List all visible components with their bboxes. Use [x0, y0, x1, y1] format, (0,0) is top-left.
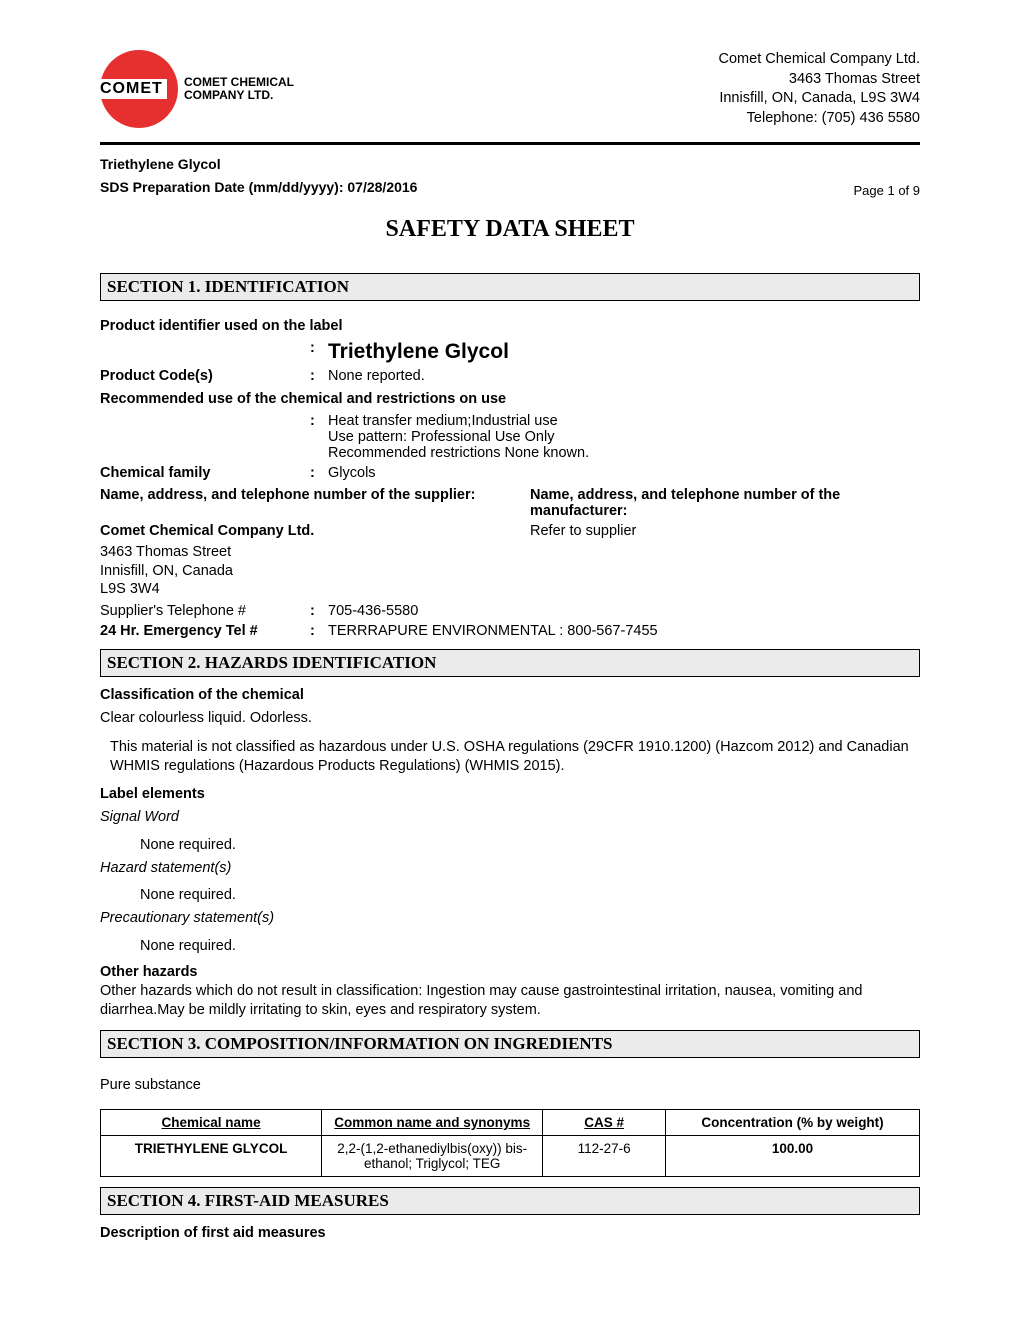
hazard-stmt-label: Hazard statement(s)	[100, 859, 920, 878]
product-codes-row: Product Code(s) : None reported.	[100, 368, 920, 384]
header-row: COMET COMET CHEMICAL COMPANY LTD. Comet …	[100, 50, 920, 128]
logo-stack-line2: COMPANY LTD.	[184, 89, 294, 102]
header-divider	[100, 142, 920, 145]
first-aid-desc-label: Description of first aid measures	[100, 1225, 920, 1241]
label-elements-heading: Label elements	[100, 786, 920, 802]
supplier-addr-l3: L9S 3W4	[100, 580, 920, 599]
logo-text-stack: COMET CHEMICAL COMPANY LTD.	[184, 76, 294, 102]
classification-label: Classification of the chemical	[100, 687, 920, 703]
supplier-tel-label: Supplier's Telephone #	[100, 603, 310, 619]
rec-use-l3: Recommended restrictions None known.	[328, 445, 920, 461]
table-row: TRIETHYLENE GLYCOL 2,2-(1,2-ethanediylbi…	[101, 1135, 920, 1176]
supplier-addr-l2: Innisfill, ON, Canada	[100, 562, 920, 581]
col-cas: CAS #	[584, 1115, 624, 1130]
subheader-row: Triethylene Glycol SDS Preparation Date …	[100, 153, 920, 198]
company-name: Comet Chemical Company Ltd.	[719, 50, 920, 70]
cell-name: TRIETHYLENE GLYCOL	[101, 1135, 322, 1176]
company-city: Innisfill, ON, Canada, L9S 3W4	[719, 89, 920, 109]
cell-syn: 2,2-(1,2-ethanediylbis(oxy)) bis-ethanol…	[322, 1135, 543, 1176]
emergency-tel-label: 24 Hr. Emergency Tel #	[100, 623, 310, 639]
manufacturer-heading: Name, address, and telephone number of t…	[530, 487, 920, 519]
appearance-text: Clear colourless liquid. Odorless.	[100, 709, 920, 728]
chemical-family-value: Glycols	[328, 465, 920, 481]
product-codes-label: Product Code(s)	[100, 368, 310, 384]
supplier-tel-value: 705-436-5580	[328, 603, 920, 619]
signal-word-value: None required.	[140, 837, 920, 853]
chemical-family-label: Chemical family	[100, 465, 310, 481]
section-4-heading: SECTION 4. FIRST-AID MEASURES	[100, 1187, 920, 1215]
page-container: COMET COMET CHEMICAL COMPANY LTD. Comet …	[0, 0, 1020, 1281]
emergency-tel-value: TERRRAPURE ENVIRONMENTAL : 800-567-7455	[328, 623, 920, 639]
section-3-intro: Pure substance	[100, 1076, 920, 1095]
recommended-use-value: Heat transfer medium;Industrial use Use …	[328, 413, 920, 461]
rec-use-l1: Heat transfer medium;Industrial use	[328, 413, 920, 429]
cell-conc: 100.00	[666, 1135, 920, 1176]
supplier-addr-l1: 3463 Thomas Street	[100, 543, 920, 562]
prep-date-line: SDS Preparation Date (mm/dd/yyyy): 07/28…	[100, 176, 417, 198]
signal-word-label: Signal Word	[100, 808, 920, 827]
col-chemical-name: Chemical name	[162, 1115, 261, 1130]
supplier-name: Comet Chemical Company Ltd.	[100, 523, 530, 539]
table-header-row: Chemical name Common name and synonyms C…	[101, 1109, 920, 1135]
emergency-tel-row: 24 Hr. Emergency Tel # : TERRRAPURE ENVI…	[100, 623, 920, 639]
hazard-stmt-value: None required.	[140, 887, 920, 903]
document-title: SAFETY DATA SHEET	[100, 216, 920, 243]
manufacturer-value: Refer to supplier	[530, 523, 920, 539]
supplier-manufacturer-headings: Name, address, and telephone number of t…	[100, 487, 920, 519]
supplier-tel-row: Supplier's Telephone # : 705-436-5580	[100, 603, 920, 619]
subheader-left: Triethylene Glycol SDS Preparation Date …	[100, 153, 417, 198]
section-3-heading: SECTION 3. COMPOSITION/INFORMATION ON IN…	[100, 1030, 920, 1058]
recommended-use-row: : Heat transfer medium;Industrial use Us…	[100, 413, 920, 461]
logo-bar-text: COMET	[96, 79, 167, 99]
recommended-use-label: Recommended use of the chemical and rest…	[100, 390, 920, 409]
company-phone: Telephone: (705) 436 5580	[719, 109, 920, 129]
other-hazards-label: Other hazards	[100, 964, 920, 980]
supplier-manufacturer-values: Comet Chemical Company Ltd. Refer to sup…	[100, 523, 920, 539]
rec-use-l2: Use pattern: Professional Use Only	[328, 429, 920, 445]
section-1-heading: SECTION 1. IDENTIFICATION	[100, 273, 920, 301]
cell-cas: 112-27-6	[543, 1135, 666, 1176]
logo-circle-icon: COMET	[100, 50, 178, 128]
company-street: 3463 Thomas Street	[719, 70, 920, 90]
supplier-address: 3463 Thomas Street Innisfill, ON, Canada…	[100, 543, 920, 600]
precaution-stmt-label: Precautionary statement(s)	[100, 909, 920, 928]
product-codes-value: None reported.	[328, 368, 920, 384]
company-address-block: Comet Chemical Company Ltd. 3463 Thomas …	[719, 50, 920, 128]
page-number: Page 1 of 9	[854, 183, 921, 198]
product-identifier-label: Product identifier used on the label	[100, 317, 920, 336]
col-common-name: Common name and synonyms	[334, 1115, 530, 1130]
other-hazards-text: Other hazards which do not result in cla…	[100, 982, 920, 1020]
ingredients-table: Chemical name Common name and synonyms C…	[100, 1109, 920, 1177]
product-name-line: Triethylene Glycol	[100, 153, 417, 175]
chemical-family-row: Chemical family : Glycols	[100, 465, 920, 481]
product-identifier-row: : Triethylene Glycol	[100, 340, 920, 364]
company-logo: COMET COMET CHEMICAL COMPANY LTD.	[100, 50, 294, 128]
precaution-stmt-value: None required.	[140, 938, 920, 954]
section-2-heading: SECTION 2. HAZARDS IDENTIFICATION	[100, 649, 920, 677]
product-identifier-value: Triethylene Glycol	[328, 340, 920, 364]
col-concentration: Concentration (% by weight)	[701, 1115, 883, 1130]
supplier-heading: Name, address, and telephone number of t…	[100, 487, 530, 519]
classification-text: This material is not classified as hazar…	[110, 738, 920, 776]
